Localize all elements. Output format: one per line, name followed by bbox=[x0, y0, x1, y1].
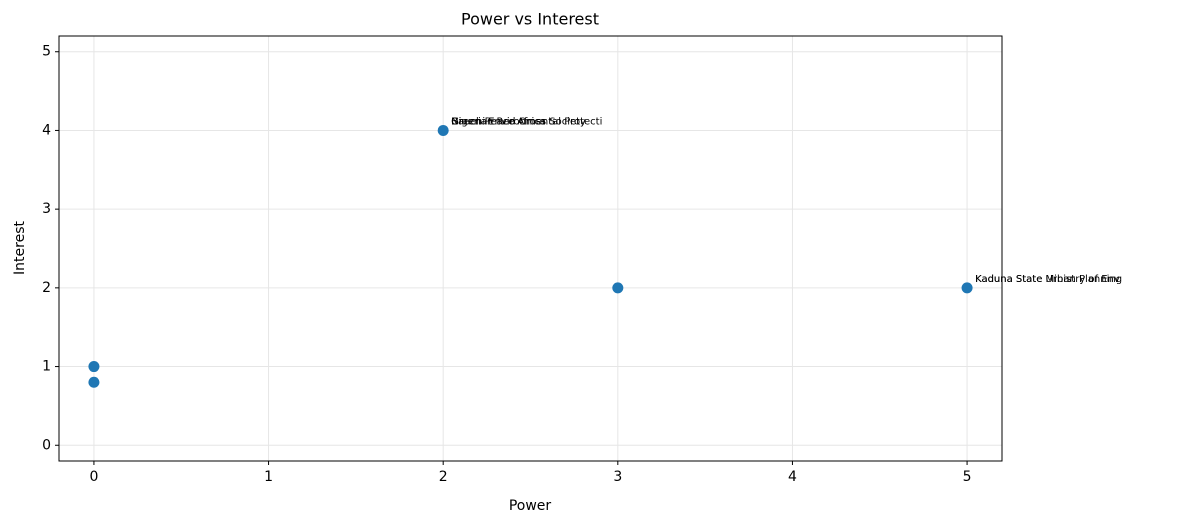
point bbox=[88, 376, 100, 388]
y-tick-label: 3 bbox=[42, 201, 51, 217]
annotation: Bauchi Environmental Protecti bbox=[451, 116, 602, 127]
x-tick-label: 1 bbox=[264, 469, 273, 485]
annotation: Nigerian Red Cross Society bbox=[451, 116, 586, 127]
y-tick-label: 4 bbox=[42, 122, 51, 138]
x-tick-label: 5 bbox=[963, 469, 972, 485]
y-tick-label: 0 bbox=[42, 437, 51, 453]
x-tick-label: 2 bbox=[439, 469, 448, 485]
y-tick-label: 2 bbox=[42, 280, 51, 296]
x-tick-label: 4 bbox=[788, 469, 797, 485]
y-axis-label: Interest bbox=[12, 221, 28, 275]
annotation: Kaduna State Urban Planning bbox=[975, 274, 1122, 285]
chart-title: Power vs Interest bbox=[461, 10, 599, 29]
y-tick-label: 1 bbox=[42, 359, 51, 375]
point bbox=[437, 124, 449, 136]
x-axis-label: Power bbox=[509, 498, 552, 514]
x-tick-label: 3 bbox=[613, 469, 622, 485]
point bbox=[612, 282, 624, 294]
plot-frame bbox=[58, 35, 1003, 462]
annotation: Green Peace Africa bbox=[451, 116, 546, 127]
y-tick-label: 5 bbox=[42, 44, 51, 60]
annotation: Kaduna State Ministry of Env bbox=[975, 274, 1120, 285]
point bbox=[88, 361, 100, 373]
x-tick-label: 0 bbox=[89, 469, 98, 485]
point bbox=[961, 282, 973, 294]
